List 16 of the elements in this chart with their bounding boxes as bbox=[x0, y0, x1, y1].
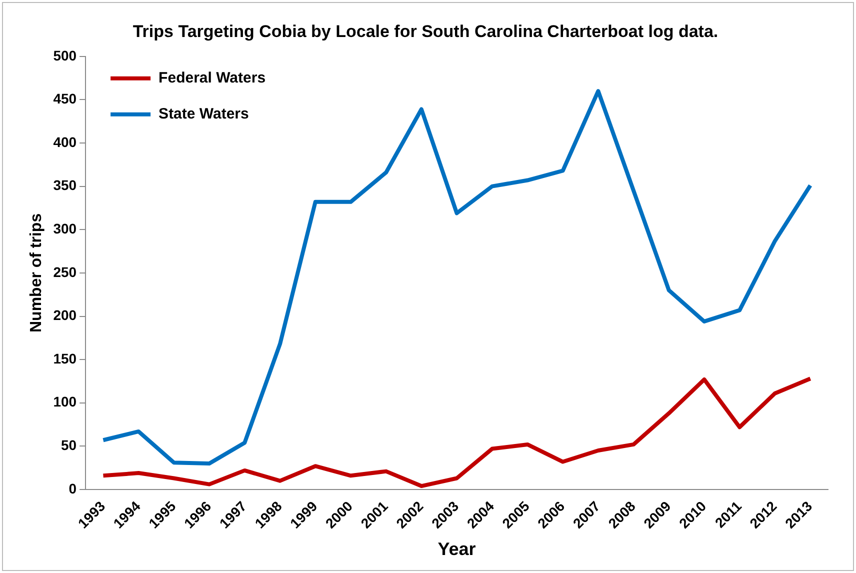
y-tick-label: 300 bbox=[53, 220, 77, 236]
y-tick-label: 100 bbox=[53, 394, 77, 410]
y-tick-label: 150 bbox=[53, 350, 77, 366]
y-tick-label: 250 bbox=[53, 264, 77, 280]
legend-label: State Waters bbox=[158, 106, 249, 123]
y-tick-label: 0 bbox=[68, 480, 77, 496]
chart-title: Trips Targeting Cobia by Locale for South Carolina Charterboat log data. bbox=[132, 22, 718, 41]
y-axis-title: Number of trips bbox=[28, 213, 46, 333]
x-axis-title: Year bbox=[438, 539, 476, 560]
y-tick-label: 400 bbox=[53, 134, 77, 150]
y-tick-label: 200 bbox=[53, 307, 77, 324]
y-tick-label: 450 bbox=[53, 90, 77, 107]
legend-label: Federal Waters bbox=[158, 70, 266, 87]
y-tick-label: 50 bbox=[60, 437, 77, 454]
y-tick-label: 500 bbox=[53, 47, 77, 64]
y-tick-label: 350 bbox=[53, 177, 77, 194]
